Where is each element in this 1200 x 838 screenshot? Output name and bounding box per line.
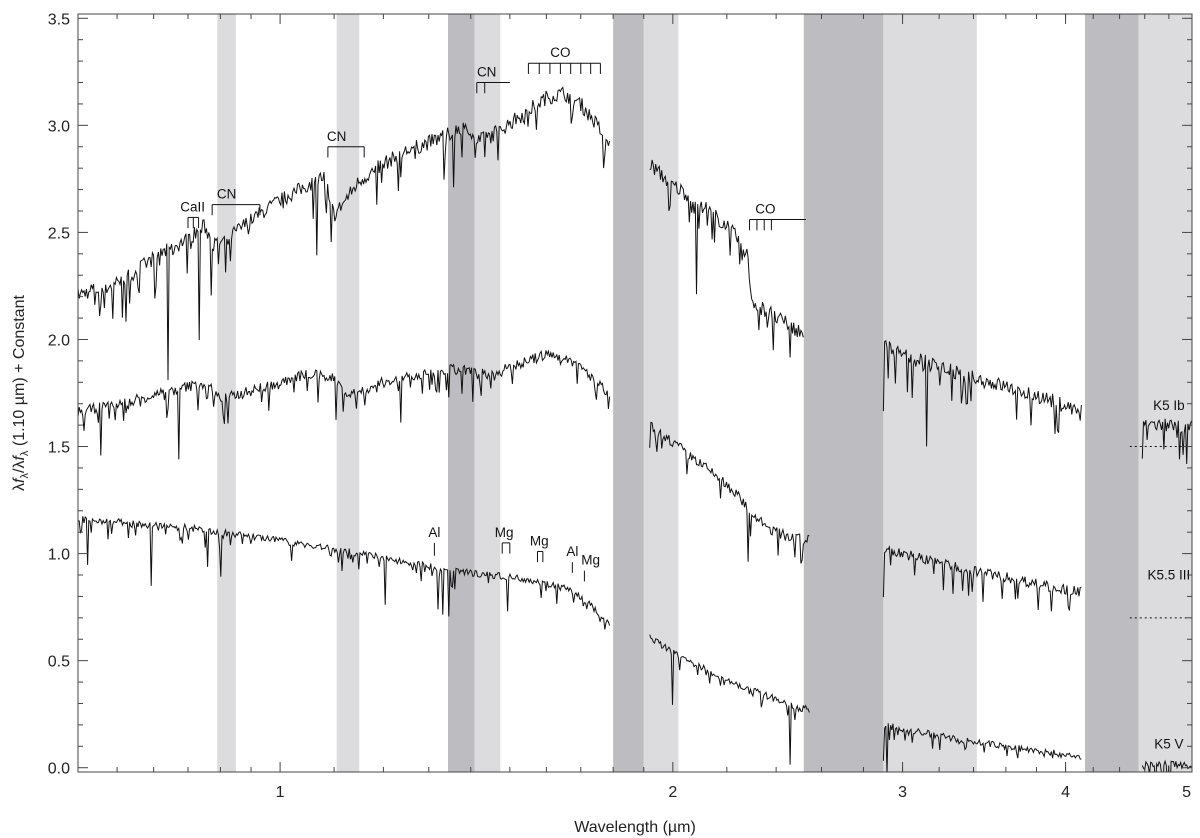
y-axis-title-sub-2: λ xyxy=(19,450,31,456)
series-label-3: K5 V xyxy=(1154,736,1183,751)
telluric-band-0 xyxy=(217,14,236,772)
series-3 xyxy=(78,516,1192,772)
y-axis-title-rest: (1.10 µm) + Constant xyxy=(11,295,28,451)
y-tick-label-3: 1.5 xyxy=(48,440,70,457)
annotation-3: CN xyxy=(476,65,510,94)
x-tick-label-2: 3 xyxy=(898,784,907,801)
telluric-bands xyxy=(217,14,1192,772)
annotation-8-label: Mg xyxy=(530,533,549,548)
series-labels: K5 Ib K5.5 III K5 V xyxy=(1147,398,1190,751)
telluric-band-1 xyxy=(336,14,360,772)
annotation-2: CN xyxy=(327,129,365,158)
annotation-10: Mg xyxy=(581,553,600,582)
y-axis-title-f-1: f xyxy=(11,477,28,483)
y-axis-title-f-2: f xyxy=(11,455,28,461)
series-3-segment-1 xyxy=(78,516,611,630)
annotation-0-label: CaII xyxy=(180,199,205,214)
y-axis-title-lambda-2: λ xyxy=(11,461,28,469)
series-3-segment-3 xyxy=(882,723,1082,772)
spectra xyxy=(78,86,1192,772)
y-axis-title-sub-1: λ xyxy=(19,472,31,478)
plot-frame xyxy=(77,13,1193,773)
x-axis-title: Wavelength (µm) xyxy=(574,819,696,836)
annotation-9: Al xyxy=(566,544,578,573)
x-tick-label-4: 5 xyxy=(1182,784,1191,801)
series-1-segment-2 xyxy=(649,159,804,358)
annotation-7-label: Mg xyxy=(495,525,514,540)
telluric-band-2 xyxy=(448,14,475,772)
series-1-segment-3 xyxy=(882,339,1082,447)
y-axis-title-slash: / xyxy=(11,468,28,473)
annotation-10-label: Mg xyxy=(581,553,600,568)
annotation-1: CN xyxy=(211,187,261,216)
annotation-1-label: CN xyxy=(217,187,237,202)
y-tick-label-5: 2.5 xyxy=(48,225,70,242)
series-label-1: K5 Ib xyxy=(1153,398,1185,413)
x-axis-ticks: 1 2 3 4 5 xyxy=(77,14,1193,801)
y-tick-label-1: 0.5 xyxy=(48,654,70,671)
series-2-segment-3 xyxy=(882,545,1082,612)
annotation-9-label: Al xyxy=(566,544,578,559)
x-tick-label-1: 2 xyxy=(668,784,677,801)
telluric-band-6 xyxy=(803,14,884,772)
zero-reference-lines xyxy=(1129,446,1190,619)
series-3-segment-4 xyxy=(1141,759,1192,772)
series-1-segment-1 xyxy=(78,86,611,381)
telluric-band-4 xyxy=(613,14,644,772)
y-tick-label-2: 1.0 xyxy=(48,547,70,564)
y-axis-title: λfλ/λfλ (1.10 µm) + Constant xyxy=(11,295,31,491)
y-tick-label-0: 0.0 xyxy=(48,761,70,778)
y-tick-label-7: 3.5 xyxy=(48,11,70,28)
y-axis-ticks: 0.0 0.5 1.0 1.5 2.0 2.5 3.0 3.5 xyxy=(48,11,1192,778)
annotation-8: Mg xyxy=(530,533,549,563)
annotation-4: CO xyxy=(527,45,601,74)
annotation-6: Al xyxy=(428,525,440,556)
annotation-5-label: CO xyxy=(755,202,775,217)
series-2-segment-1 xyxy=(78,349,611,460)
y-axis-title-lambda-1: λ xyxy=(11,483,28,491)
y-tick-label-6: 3.0 xyxy=(48,118,70,135)
annotation-3-label: CN xyxy=(477,65,497,80)
x-tick-label-0: 1 xyxy=(276,784,285,801)
annotation-5: CO xyxy=(749,202,807,231)
series-3-segment-2 xyxy=(649,634,810,765)
telluric-band-9 xyxy=(1138,14,1192,772)
annotation-0: CaII xyxy=(180,199,205,229)
y-tick-label-4: 2.0 xyxy=(48,332,70,349)
series-2-segment-2 xyxy=(649,421,810,564)
annotation-4-label: CO xyxy=(550,45,570,60)
series-1-segment-4 xyxy=(1141,418,1192,465)
telluric-band-8 xyxy=(1085,14,1139,772)
series-1 xyxy=(78,86,1192,465)
series-2 xyxy=(78,349,1082,612)
x-tick-label-3: 4 xyxy=(1061,784,1070,801)
series-label-2: K5.5 III xyxy=(1147,567,1190,582)
annotation-7: Mg xyxy=(495,525,514,554)
telluric-band-3 xyxy=(474,14,501,772)
annotation-2-label: CN xyxy=(327,129,347,144)
annotation-6-label: Al xyxy=(428,525,440,540)
